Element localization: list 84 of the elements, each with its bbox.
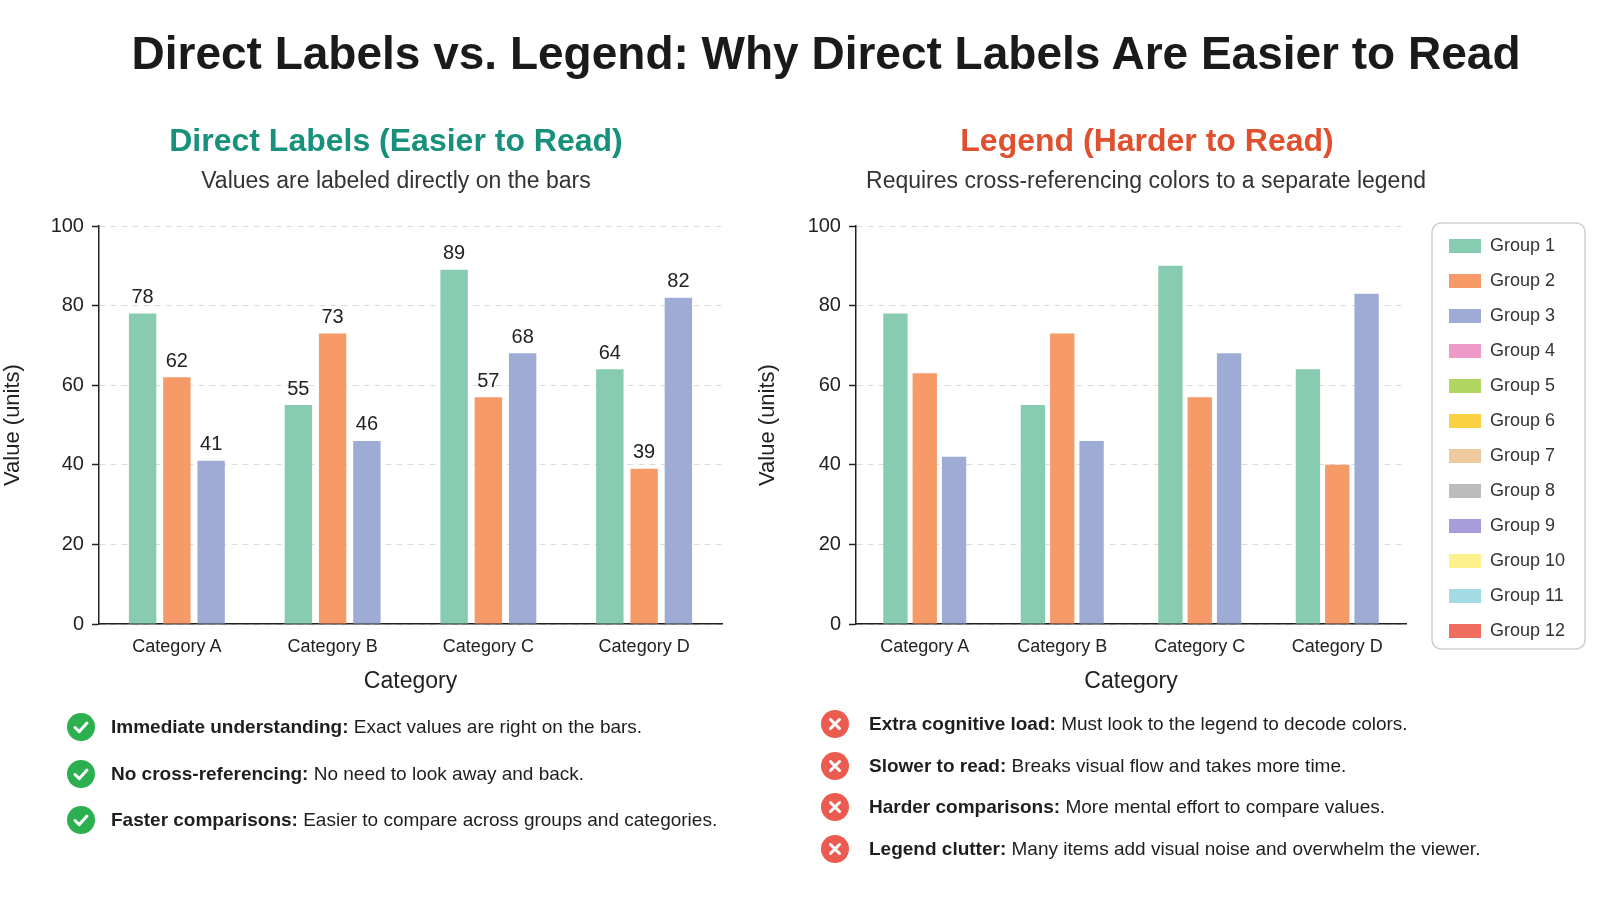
bar xyxy=(1079,440,1104,624)
chart-title: Direct Labels (Easier to Read) xyxy=(169,121,623,159)
x-tick-label: Category D xyxy=(598,635,690,656)
legend-label: Group 10 xyxy=(1490,549,1566,570)
y-tick-label: 20 xyxy=(818,531,841,554)
y-tick-label: 20 xyxy=(61,531,84,554)
bar xyxy=(912,373,937,624)
x-tick-label: Category C xyxy=(1154,635,1246,656)
x-tick-label: Category B xyxy=(1017,635,1108,656)
legend-label: Group 1 xyxy=(1490,234,1556,255)
y-tick-label: 100 xyxy=(50,213,84,236)
x-axis-title: Category xyxy=(1084,666,1179,693)
data-label: 68 xyxy=(511,324,534,347)
legend-label: Group 5 xyxy=(1490,374,1556,395)
x-tick-label: Category D xyxy=(1291,635,1383,656)
text: Legend clutter: Many items add visual noise and overwhelm the viewer. xyxy=(869,838,1481,861)
legend-label: Group 8 xyxy=(1490,479,1556,500)
y-tick-label: 40 xyxy=(61,452,84,475)
legend-label: Group 7 xyxy=(1490,444,1556,465)
bar xyxy=(163,377,191,624)
bar xyxy=(596,369,624,624)
bar xyxy=(128,313,157,624)
chart-subtitle: Values are labeled directly on the bars xyxy=(201,166,591,194)
y-tick-label: 60 xyxy=(61,372,84,395)
bar xyxy=(664,297,693,624)
x-tick-label: Category C xyxy=(442,635,534,656)
text: Immediate understanding: Exact values are right on the bars. xyxy=(111,716,643,738)
legend-label: Group 6 xyxy=(1490,409,1556,430)
data-label: 73 xyxy=(321,304,344,327)
text: Faster comparisons: Easier to compare across groups and categories. xyxy=(111,809,718,831)
text: Harder comparisons: More mental effort to compare values. xyxy=(869,796,1386,819)
bar xyxy=(197,460,225,624)
data-label: 62 xyxy=(165,348,188,371)
data-label: 78 xyxy=(131,285,154,308)
y-tick-label: 0 xyxy=(72,611,84,634)
legend-label: Group 9 xyxy=(1490,514,1556,535)
data-label: 41 xyxy=(200,432,223,455)
bar xyxy=(1216,353,1242,624)
data-label: 46 xyxy=(355,412,379,435)
y-tick-label: 40 xyxy=(818,452,841,475)
y-axis-title: Value (units) xyxy=(754,364,780,486)
y-axis-title: Value (units) xyxy=(0,364,25,486)
bar xyxy=(474,397,503,624)
y-tick-label: 0 xyxy=(829,611,841,634)
bar xyxy=(508,353,537,624)
bar xyxy=(1354,293,1379,624)
bar xyxy=(1020,405,1046,624)
x-tick-label: Category A xyxy=(132,635,222,656)
y-tick-label: 80 xyxy=(818,293,841,316)
text: Slower to read: Breaks visual flow and takes more time. xyxy=(869,754,1347,777)
bar xyxy=(318,333,347,624)
bar xyxy=(941,456,967,624)
text: No cross-referencing: No need to look away and back. xyxy=(111,762,585,785)
x-tick-label: Category A xyxy=(880,635,970,656)
x-axis-title: Category xyxy=(363,666,458,693)
bar xyxy=(1050,333,1075,624)
bar xyxy=(1158,265,1183,624)
chart-subtitle: Requires cross-referencing colors to a separate legend xyxy=(866,166,1426,194)
legend-label: Group 12 xyxy=(1490,619,1566,640)
legend-label: Group 2 xyxy=(1490,269,1556,290)
text: Extra cognitive load: Must look to the legend to decode colors. xyxy=(869,713,1408,735)
data-label: 64 xyxy=(598,340,621,363)
y-tick-label: 80 xyxy=(61,293,84,316)
bar xyxy=(1295,369,1321,624)
legend-label: Group 4 xyxy=(1490,339,1556,360)
data-label: 39 xyxy=(633,440,656,463)
legend-label: Group 3 xyxy=(1490,304,1556,325)
bar xyxy=(630,468,658,624)
data-label: 55 xyxy=(287,376,310,399)
x-tick-label: Category B xyxy=(287,635,378,656)
chart-title: Legend (Harder to Read) xyxy=(960,121,1334,159)
y-tick-label: 60 xyxy=(818,372,841,395)
bar xyxy=(1187,397,1212,624)
y-tick-label: 100 xyxy=(807,213,841,236)
data-label: 57 xyxy=(477,368,500,391)
data-label: 82 xyxy=(667,269,690,292)
text: Direct Labels vs. Legend: Why Direct Labels Are Easier to Read xyxy=(131,26,1521,80)
bar xyxy=(1325,464,1350,624)
bar xyxy=(440,269,468,624)
data-label: 89 xyxy=(442,241,466,264)
bar xyxy=(883,313,908,624)
legend-label: Group 11 xyxy=(1490,584,1564,605)
bar xyxy=(284,405,313,624)
bar xyxy=(353,440,381,624)
